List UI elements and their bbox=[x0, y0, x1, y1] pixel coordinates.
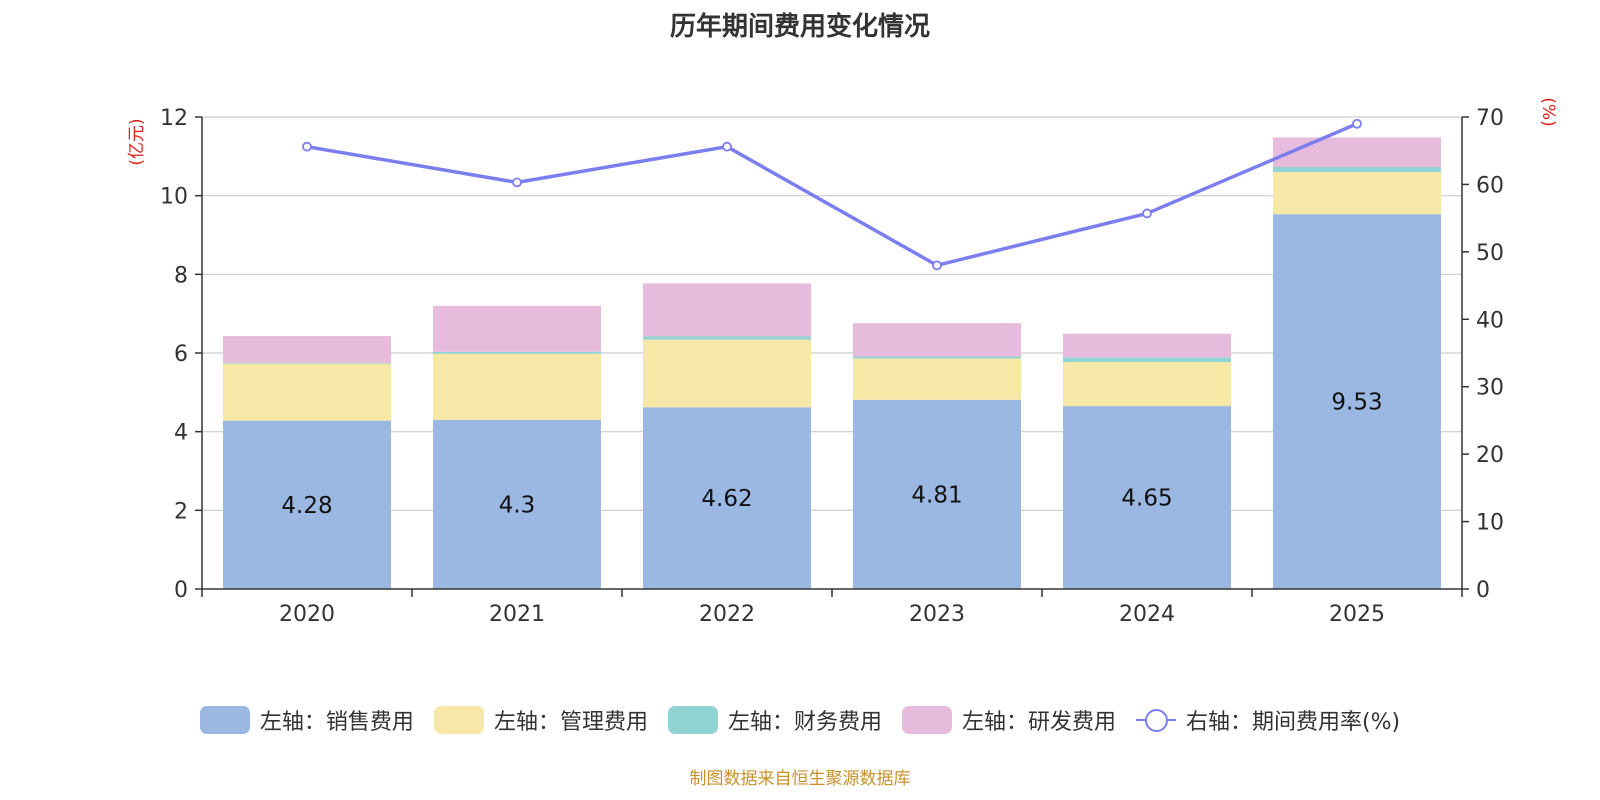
bar-sales-2022 bbox=[643, 407, 811, 589]
bar-sales-2025 bbox=[1273, 214, 1441, 590]
left-tick-label-2: 2 bbox=[174, 499, 188, 524]
legend-item-finance[interactable]: 左轴：财务费用 bbox=[667, 704, 882, 736]
bar-label-2024: 4.65 bbox=[1121, 486, 1172, 512]
bar-finance-2025 bbox=[1273, 166, 1441, 173]
legend-item-rd[interactable]: 左轴：研发费用 bbox=[901, 704, 1116, 736]
left-tick-label-12: 12 bbox=[160, 106, 188, 131]
bar-label-2025: 9.53 bbox=[1331, 390, 1382, 416]
bar-admin-2024 bbox=[1063, 362, 1231, 407]
bar-rd-2022 bbox=[643, 283, 811, 337]
bar-rd-2024 bbox=[1063, 333, 1231, 358]
y-right-axis-title: (%) bbox=[1538, 97, 1558, 126]
legend-item-admin[interactable]: 左轴：管理费用 bbox=[433, 704, 648, 736]
bar-label-2021: 4.3 bbox=[499, 492, 536, 518]
right-tick-label-10: 10 bbox=[1476, 511, 1504, 536]
bar-sales-2023 bbox=[853, 399, 1021, 589]
legend-label-finance: 左轴：财务费用 bbox=[727, 710, 882, 735]
right-tick-label-20: 20 bbox=[1476, 443, 1504, 468]
bar-admin-2025 bbox=[1273, 172, 1441, 215]
legend-item-rate[interactable]: 右轴：期间费用率(%) bbox=[1135, 704, 1401, 736]
legend-line-marker-icon bbox=[1135, 706, 1176, 734]
bar-admin-2020 bbox=[223, 363, 391, 421]
right-tick-label-0: 0 bbox=[1476, 578, 1490, 603]
right-tick-label-50: 50 bbox=[1476, 241, 1504, 266]
x-tick-label-2020: 2020 bbox=[279, 602, 335, 627]
legend-swatch-finance bbox=[667, 706, 718, 734]
bar-finance-2022 bbox=[643, 336, 811, 340]
bar-admin-2022 bbox=[643, 339, 811, 408]
rate-point-2024 bbox=[1142, 208, 1152, 219]
rate-point-2022 bbox=[722, 141, 732, 152]
legend-label-rate: 右轴：期间费用率(%) bbox=[1185, 710, 1401, 735]
legend-label-sales: 左轴：销售费用 bbox=[259, 710, 414, 735]
bar-finance-2024 bbox=[1063, 357, 1231, 363]
bar-finance-2020 bbox=[223, 362, 391, 364]
left-tick-label-6: 6 bbox=[174, 342, 188, 367]
rate-line bbox=[306, 122, 1358, 268]
x-tick-label-2025: 2025 bbox=[1329, 602, 1385, 627]
bar-rd-2025 bbox=[1273, 137, 1441, 167]
x-tick-label-2023: 2023 bbox=[909, 602, 965, 627]
x-tick-label-2021: 2021 bbox=[489, 602, 545, 627]
rate-point-2021 bbox=[512, 177, 522, 188]
y-left-axis-title: (亿元) bbox=[127, 118, 147, 165]
rate-point-2023 bbox=[932, 260, 942, 271]
bar-sales-2024 bbox=[1063, 406, 1231, 589]
legend-label-admin: 左轴：管理费用 bbox=[493, 710, 648, 735]
legend-swatch-admin bbox=[433, 706, 484, 734]
left-tick-label-0: 0 bbox=[174, 578, 188, 603]
bar-admin-2023 bbox=[853, 358, 1021, 400]
bar-finance-2023 bbox=[853, 356, 1021, 359]
source-note: 制图数据来自恒生聚源数据库 bbox=[689, 769, 911, 789]
bar-sales-2021 bbox=[433, 419, 601, 589]
bar-rd-2020 bbox=[223, 336, 391, 363]
bar-label-2022: 4.62 bbox=[701, 486, 752, 512]
bar-sales-2020 bbox=[223, 420, 391, 589]
bar-rd-2023 bbox=[853, 323, 1021, 357]
bar-label-2020: 4.28 bbox=[281, 493, 332, 519]
left-tick-label-10: 10 bbox=[160, 185, 188, 210]
right-tick-label-70: 70 bbox=[1476, 106, 1504, 131]
x-tick-label-2024: 2024 bbox=[1119, 602, 1175, 627]
legend-swatch-sales bbox=[199, 706, 250, 734]
rate-point-2025 bbox=[1352, 118, 1362, 129]
legend-swatch-rd bbox=[901, 706, 952, 734]
right-tick-label-40: 40 bbox=[1476, 308, 1504, 333]
bar-label-2023: 4.81 bbox=[911, 482, 962, 508]
chart-title: 历年期间费用变化情况 bbox=[669, 12, 930, 42]
bar-admin-2021 bbox=[433, 353, 601, 420]
right-tick-label-30: 30 bbox=[1476, 376, 1504, 401]
bar-finance-2021 bbox=[433, 351, 601, 354]
x-tick-label-2022: 2022 bbox=[699, 602, 755, 627]
legend: 左轴：销售费用 左轴：管理费用 左轴：财务费用 左轴：研发费用 右轴：期间费用率… bbox=[0, 704, 1600, 736]
bar-rd-2021 bbox=[433, 305, 601, 352]
left-tick-label-4: 4 bbox=[174, 421, 188, 446]
rate-point-2020 bbox=[302, 141, 312, 152]
legend-label-rd: 左轴：研发费用 bbox=[961, 710, 1116, 735]
right-tick-label-60: 60 bbox=[1476, 173, 1504, 198]
legend-item-sales[interactable]: 左轴：销售费用 bbox=[199, 704, 414, 736]
left-tick-label-8: 8 bbox=[174, 263, 188, 288]
